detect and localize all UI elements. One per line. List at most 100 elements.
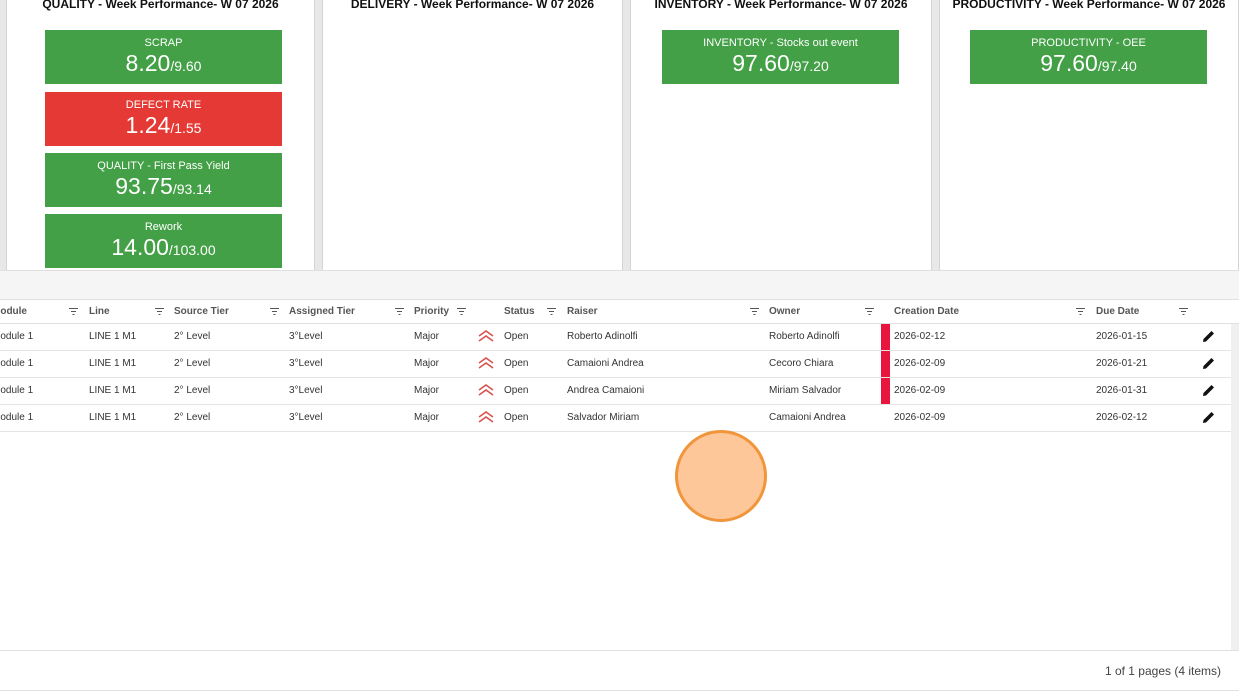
kpi-label: Rework [144,221,183,233]
kpi-value: 14.00/103.00 [111,234,216,260]
productivity-panel: PRODUCTIVITY - Week Performance- W 07 20… [939,0,1239,270]
cell-source-tier: 2° Level [174,385,211,396]
cell-raiser: Salvador Miriam [567,412,640,423]
filter-icon[interactable] [1076,308,1085,315]
kpi-tile-scrap[interactable]: SCRAP 8.20/9.60 [45,30,282,84]
cell-due-date: 2026-02-12 [1096,412,1148,423]
column-header-due-date[interactable]: Due Date [1096,306,1140,317]
kpi-tile-rework[interactable]: Rework 14.00/103.00 [45,214,282,268]
kpi-label: SCRAP [144,37,183,49]
grid-toolbar [0,270,1239,300]
kpi-value: 93.75/93.14 [115,173,212,199]
cell-assigned-tier: 3°Level [289,412,323,423]
kpi-tile-defect-rate[interactable]: DEFECT RATE 1.24/1.55 [45,92,282,146]
edit-pencil-icon[interactable] [1202,357,1215,370]
issues-grid: Module Line Source Tier Assigned Tier Pr… [0,300,1239,693]
double-chevron-up-icon [478,330,494,342]
vertical-scrollbar[interactable] [1231,324,1239,650]
filter-icon[interactable] [457,308,466,315]
cell-due-date: 2026-01-15 [1096,331,1148,342]
cell-line: LINE 1 M1 [89,412,137,423]
kpi-label: QUALITY - First Pass Yield [97,160,230,172]
cell-status: Open [504,331,529,342]
kpi-tile-stocks-out[interactable]: INVENTORY - Stocks out event 97.60/97.20 [662,30,899,84]
column-header-line[interactable]: Line [89,306,110,317]
panel-title: DELIVERY - Week Performance- W 07 2026 [350,0,595,11]
cell-source-tier: 2° Level [174,331,211,342]
cell-owner: Cecoro Chiara [769,358,834,369]
cell-assigned-tier: 3°Level [289,385,323,396]
cell-priority: Major [414,331,440,342]
filter-icon[interactable] [1179,308,1188,315]
cell-line: LINE 1 M1 [89,358,137,369]
delivery-panel: DELIVERY - Week Performance- W 07 2026 [322,0,623,270]
filter-icon[interactable] [547,308,556,315]
kpi-label: PRODUCTIVITY - OEE [1031,37,1146,49]
column-header-module[interactable]: Module [0,306,27,317]
cell-priority: Major [414,385,440,396]
filter-icon[interactable] [270,308,279,315]
column-header-assigned-tier[interactable]: Assigned Tier [289,306,355,317]
kpi-value: 97.60/97.40 [1040,50,1137,76]
click-indicator [675,430,767,522]
table-row[interactable]: Module 1 LINE 1 M1 2° Level 3°Level Majo… [0,378,1231,405]
filter-icon[interactable] [865,308,874,315]
filter-icon[interactable] [69,308,78,315]
double-chevron-up-icon [478,384,494,396]
column-header-source-tier[interactable]: Source Tier [174,306,229,317]
pager-summary: 1 of 1 pages (4 items) [1104,664,1221,678]
edit-pencil-icon[interactable] [1202,330,1215,343]
cell-creation-date: 2026-02-12 [894,331,946,342]
cell-module: Module 1 [0,385,34,396]
table-row[interactable]: Module 1 LINE 1 M1 2° Level 3°Level Majo… [0,351,1231,378]
kpi-dashboard: QUALITY - Week Performance- W 07 2026 SC… [0,0,1239,270]
filter-icon[interactable] [395,308,404,315]
cell-raiser: Camaioni Andrea [567,358,644,369]
table-row[interactable]: Module 1 LINE 1 M1 2° Level 3°Level Majo… [0,405,1231,432]
cell-assigned-tier: 3°Level [289,358,323,369]
column-header-owner[interactable]: Owner [769,306,801,317]
edit-pencil-icon[interactable] [1202,384,1215,397]
cell-raiser: Roberto Adinolfi [567,331,638,342]
divider [0,690,1239,691]
cell-due-date: 2026-01-21 [1096,358,1148,369]
kpi-value: 8.20/9.60 [125,50,202,76]
column-header-priority[interactable]: Priority [414,306,450,317]
cell-creation-date: 2026-02-09 [894,412,946,423]
kpi-label: INVENTORY - Stocks out event [703,37,858,49]
cell-status: Open [504,385,529,396]
cell-module: Module 1 [0,331,34,342]
cell-priority: Major [414,412,440,423]
panel-title: INVENTORY - Week Performance- W 07 2026 [654,0,908,11]
grid-header: Module Line Source Tier Assigned Tier Pr… [0,300,1239,324]
kpi-tile-first-pass-yield[interactable]: QUALITY - First Pass Yield 93.75/93.14 [45,153,282,207]
overdue-flag [881,378,890,404]
overdue-flag [881,351,890,377]
cell-module: Module 1 [0,358,34,369]
cell-line: LINE 1 M1 [89,331,137,342]
filter-icon[interactable] [750,308,759,315]
cell-source-tier: 2° Level [174,412,211,423]
cell-assigned-tier: 3°Level [289,331,323,342]
quality-panel: QUALITY - Week Performance- W 07 2026 SC… [6,0,315,270]
kpi-value: 97.60/97.20 [732,50,829,76]
cell-owner: Miriam Salvador [769,385,842,396]
table-row[interactable]: Module 1 LINE 1 M1 2° Level 3°Level Majo… [0,324,1231,351]
overdue-flag [881,324,890,350]
filter-icon[interactable] [155,308,164,315]
panel-title: PRODUCTIVITY - Week Performance- W 07 20… [952,0,1226,11]
column-header-status[interactable]: Status [504,306,535,317]
double-chevron-up-icon [478,411,494,423]
edit-pencil-icon[interactable] [1202,411,1215,424]
column-header-raiser[interactable]: Raiser [567,306,598,317]
inventory-panel: INVENTORY - Week Performance- W 07 2026 … [630,0,932,270]
double-chevron-up-icon [478,357,494,369]
cell-creation-date: 2026-02-09 [894,358,946,369]
column-header-creation-date[interactable]: Creation Date [894,306,960,317]
kpi-label: DEFECT RATE [125,99,202,111]
cell-status: Open [504,358,529,369]
kpi-tile-oee[interactable]: PRODUCTIVITY - OEE 97.60/97.40 [970,30,1207,84]
kpi-value: 1.24/1.55 [125,112,202,138]
cell-raiser: Andrea Camaioni [567,385,645,396]
cell-creation-date: 2026-02-09 [894,385,946,396]
